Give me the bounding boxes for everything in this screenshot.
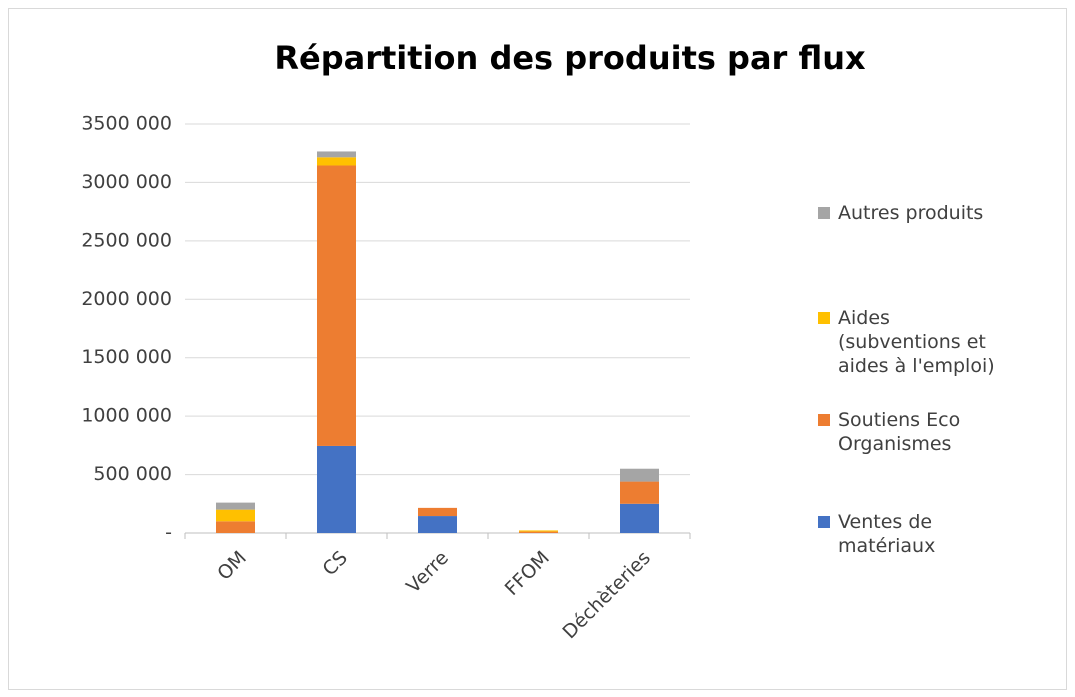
chart-frame	[8, 8, 1067, 690]
bar-segment	[216, 521, 255, 533]
chart-title: Répartition des produits par flux	[274, 39, 866, 77]
y-tick-label: -	[165, 522, 172, 544]
legend-label: Autres produits	[838, 202, 984, 224]
y-tick-label: 3000 000	[81, 171, 172, 193]
legend-item: Soutiens Eco Organismes	[818, 408, 1003, 456]
bar-segment	[620, 468, 659, 482]
bar-segment	[620, 503, 659, 533]
legend-swatch	[818, 516, 830, 528]
bar-segment	[519, 531, 558, 533]
legend-swatch	[818, 207, 830, 219]
legend-label: Soutiens Eco Organismes	[838, 409, 961, 455]
bar-segment	[519, 530, 558, 532]
y-tick-label: 1000 000	[81, 405, 172, 427]
bar-segment	[620, 481, 659, 504]
bar-segment	[317, 157, 356, 166]
legend-item: Aides (subventions et aides à l'emploi)	[818, 306, 1003, 378]
y-tick-label: 3500 000	[81, 113, 172, 135]
bar-segment	[317, 445, 356, 533]
y-tick-label: 500 000	[93, 463, 172, 485]
y-tick-label: 2000 000	[81, 288, 172, 310]
bar-segment	[317, 165, 356, 446]
legend-item: Ventes de matériaux	[818, 510, 1003, 558]
y-tick-label: 1500 000	[81, 346, 172, 368]
bar-segment	[418, 516, 457, 533]
bar-segment	[317, 151, 356, 158]
legend-swatch	[818, 312, 830, 324]
y-tick-label: 2500 000	[81, 229, 172, 251]
bar-segment	[418, 507, 457, 517]
legend-label: Ventes de matériaux	[838, 511, 936, 557]
legend-swatch	[818, 414, 830, 426]
legend-item: Autres produits	[818, 201, 1003, 225]
legend-label: Aides (subventions et aides à l'emploi)	[838, 307, 995, 377]
bar-segment	[216, 502, 255, 510]
bar-segment	[216, 509, 255, 522]
